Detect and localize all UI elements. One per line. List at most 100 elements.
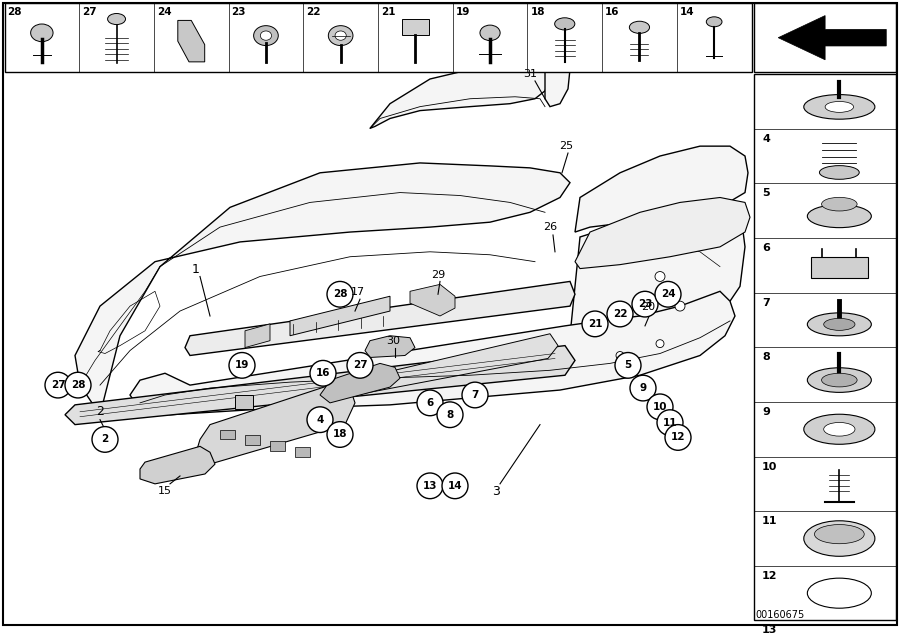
Circle shape [327, 422, 353, 447]
Text: 18: 18 [333, 429, 347, 439]
Circle shape [616, 352, 624, 359]
Ellipse shape [825, 101, 853, 113]
Text: 9: 9 [762, 407, 770, 417]
Polygon shape [75, 163, 570, 415]
Circle shape [632, 291, 658, 317]
Ellipse shape [807, 313, 871, 336]
Circle shape [310, 361, 336, 386]
Ellipse shape [254, 25, 278, 46]
Circle shape [656, 340, 664, 348]
Circle shape [462, 382, 488, 408]
Ellipse shape [824, 422, 855, 436]
Text: 30: 30 [386, 336, 400, 346]
Text: 24: 24 [661, 289, 675, 300]
Text: 26: 26 [543, 222, 557, 232]
Polygon shape [570, 193, 745, 356]
Ellipse shape [824, 319, 855, 330]
Ellipse shape [629, 21, 650, 34]
Polygon shape [575, 198, 750, 268]
Text: 12: 12 [670, 432, 685, 443]
Bar [245, 436, 260, 445]
Polygon shape [195, 385, 355, 464]
Ellipse shape [804, 414, 875, 445]
Circle shape [655, 281, 681, 307]
Ellipse shape [328, 25, 353, 46]
Text: 5: 5 [762, 188, 770, 198]
Text: 18: 18 [530, 7, 544, 17]
Ellipse shape [31, 24, 53, 42]
Circle shape [92, 427, 118, 452]
Circle shape [307, 407, 333, 432]
Text: 28: 28 [71, 380, 86, 390]
Polygon shape [545, 59, 570, 107]
Text: 27: 27 [353, 361, 367, 370]
Ellipse shape [822, 373, 857, 387]
Circle shape [665, 425, 691, 450]
Text: 31: 31 [523, 69, 537, 79]
Ellipse shape [804, 521, 875, 556]
Ellipse shape [819, 165, 859, 179]
Text: 16: 16 [605, 7, 619, 17]
Circle shape [647, 394, 673, 420]
Circle shape [347, 352, 373, 378]
Circle shape [229, 352, 255, 378]
Text: 19: 19 [235, 361, 249, 370]
Text: 27: 27 [50, 380, 66, 390]
Text: 22: 22 [613, 309, 627, 319]
Polygon shape [410, 284, 455, 316]
Text: 13: 13 [423, 481, 437, 491]
Circle shape [327, 281, 353, 307]
Text: 2: 2 [96, 405, 104, 418]
Ellipse shape [804, 95, 875, 119]
Text: 7: 7 [472, 390, 479, 400]
Polygon shape [140, 446, 215, 484]
Ellipse shape [480, 25, 500, 41]
Text: 29: 29 [431, 270, 446, 279]
Circle shape [655, 272, 665, 281]
Text: 23: 23 [231, 7, 246, 17]
Circle shape [630, 375, 656, 401]
Text: 9: 9 [639, 383, 646, 393]
Text: 4: 4 [762, 134, 770, 144]
Bar [235, 395, 253, 409]
Text: 21: 21 [381, 7, 395, 17]
Ellipse shape [807, 578, 871, 608]
Polygon shape [290, 296, 390, 336]
Circle shape [417, 473, 443, 499]
Text: 4: 4 [316, 415, 324, 425]
Text: 7: 7 [762, 298, 770, 308]
Polygon shape [778, 15, 886, 60]
Circle shape [417, 390, 443, 416]
Bar [295, 447, 310, 457]
Text: 11: 11 [662, 418, 677, 427]
Bar [754, 3, 896, 73]
Text: 2: 2 [102, 434, 109, 445]
Ellipse shape [822, 197, 857, 211]
Text: 1: 1 [192, 263, 200, 276]
Ellipse shape [706, 17, 722, 27]
Circle shape [675, 301, 685, 311]
Text: 5: 5 [625, 361, 632, 370]
Ellipse shape [554, 18, 575, 30]
Text: 19: 19 [455, 7, 470, 17]
Text: 8: 8 [446, 410, 454, 420]
Text: 23: 23 [638, 299, 652, 309]
Text: 28: 28 [333, 289, 347, 300]
Bar [811, 257, 868, 278]
Text: 8: 8 [762, 352, 770, 363]
Text: 11: 11 [762, 516, 778, 526]
Ellipse shape [807, 205, 871, 228]
Ellipse shape [108, 13, 125, 25]
Ellipse shape [814, 525, 864, 544]
Polygon shape [575, 146, 748, 232]
Ellipse shape [335, 31, 346, 40]
Text: 16: 16 [316, 368, 330, 378]
Text: 20: 20 [641, 302, 655, 312]
Text: 14: 14 [447, 481, 463, 491]
Text: 12: 12 [762, 570, 778, 581]
Text: 14: 14 [680, 7, 695, 17]
Polygon shape [130, 291, 735, 415]
Polygon shape [65, 345, 575, 425]
Circle shape [615, 352, 641, 378]
Text: 27: 27 [82, 7, 97, 17]
